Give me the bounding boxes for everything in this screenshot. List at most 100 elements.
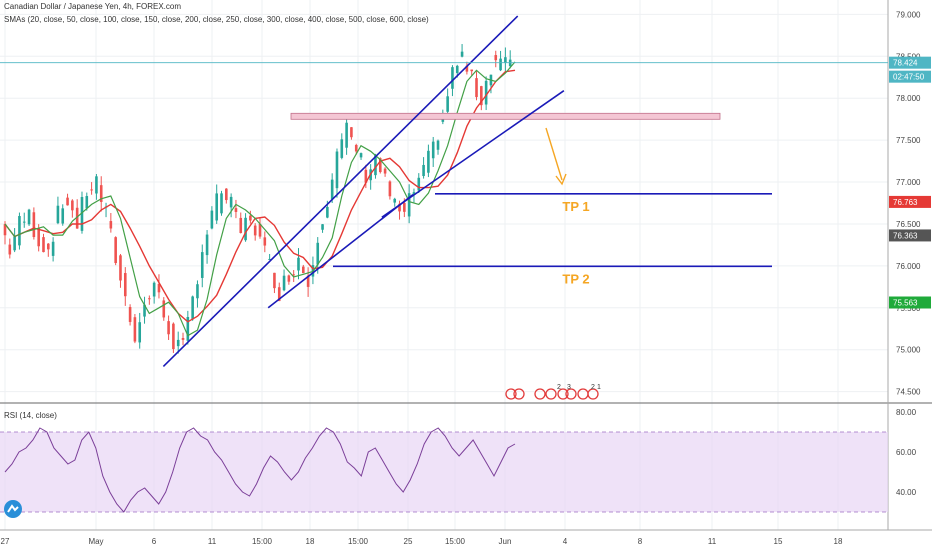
candle-body: [407, 193, 411, 217]
candle-body: [451, 67, 454, 89]
tradingview-logo-icon[interactable]: [4, 500, 22, 518]
x-tick-label: 6: [152, 537, 157, 546]
candle-body: [403, 202, 406, 212]
candle-body: [66, 197, 69, 206]
rsi-indicator-label[interactable]: RSI (14, close): [4, 411, 57, 420]
y-tick-label: 74.500: [896, 388, 921, 397]
rsi-tick-label: 80.00: [896, 408, 917, 417]
event-count: 1: [597, 384, 601, 391]
candle-body: [244, 217, 247, 241]
trendline: [162, 15, 519, 368]
candle-body: [61, 208, 65, 224]
candle-body: [109, 221, 113, 229]
x-tick-label: May: [88, 537, 103, 546]
candle-body: [494, 55, 498, 61]
candle-body: [393, 198, 397, 203]
x-tick-label: 15:00: [252, 537, 273, 546]
price-badge-label: 76.763: [893, 198, 918, 207]
candle-body: [345, 122, 348, 148]
price-badge-label: 78.424: [893, 59, 918, 68]
candle-body: [85, 196, 89, 209]
tp-label: TP 2: [562, 271, 589, 286]
rsi-band: [0, 432, 888, 512]
candle-body: [51, 241, 55, 256]
sma-fast-line: [4, 61, 516, 337]
x-tick-label: 4: [563, 537, 568, 546]
candle-body: [383, 168, 387, 174]
candle-body: [32, 212, 36, 238]
tp-label: TP 1: [562, 199, 589, 214]
candle-body: [335, 151, 339, 189]
candle-body: [340, 139, 344, 158]
candle-body: [268, 258, 271, 260]
candle-body: [388, 181, 392, 197]
chart-title: Canadian Dollar / Japanese Yen, 4h, FORE…: [4, 2, 181, 11]
candle-body: [480, 86, 483, 106]
candle-body: [378, 158, 382, 173]
candle-body: [374, 154, 377, 176]
trendline: [267, 193, 414, 309]
candle-body: [287, 275, 291, 282]
candle-body: [258, 223, 262, 237]
event-count: 3: [567, 384, 571, 391]
candle-body: [95, 176, 98, 194]
candle-body: [282, 275, 286, 291]
candle-body: [75, 207, 79, 229]
candle-body: [196, 284, 199, 299]
candle-body: [350, 127, 353, 138]
candle-body: [465, 65, 469, 72]
candle-body: [321, 224, 324, 230]
candle-body: [8, 244, 12, 255]
candle-body: [176, 339, 180, 347]
price-badge-label: 76.363: [893, 231, 918, 240]
x-tick-label: Jun: [499, 537, 512, 546]
y-tick-label: 79.000: [896, 10, 921, 19]
candle-body: [455, 65, 459, 74]
candle-body: [27, 209, 31, 225]
sma-indicator-label[interactable]: SMAs (20, close, 50, close, 100, close, …: [4, 15, 429, 24]
candle-body: [470, 69, 473, 72]
x-tick-label: 27: [1, 537, 10, 546]
event-marker: [587, 388, 599, 400]
x-tick-label: 25: [404, 537, 413, 546]
candle-body: [119, 255, 122, 281]
sma-slow-line: [4, 69, 516, 323]
candle-body: [234, 208, 238, 212]
price-badge-label: 75.563: [893, 299, 918, 308]
candle-body: [210, 210, 214, 229]
x-tick-label: 15:00: [348, 537, 369, 546]
candle-body: [302, 266, 305, 274]
candle-body: [37, 228, 40, 247]
y-tick-label: 78.000: [896, 94, 921, 103]
candle-body: [99, 185, 103, 202]
candle-body: [326, 207, 329, 218]
candle-body: [229, 196, 233, 208]
candle-body: [162, 300, 166, 318]
candle-body: [412, 192, 416, 195]
candle-body: [186, 317, 190, 341]
candle-body: [263, 237, 267, 246]
candle-body: [80, 197, 84, 231]
x-tick-label: 18: [306, 537, 315, 546]
candle-body: [330, 179, 334, 200]
target-arrow: [545, 127, 563, 181]
candle-body: [220, 193, 223, 214]
candle-body: [181, 338, 185, 340]
event-marker: [557, 388, 569, 400]
candle-body: [13, 236, 16, 251]
event-marker: [545, 388, 557, 400]
candle-body: [273, 272, 276, 289]
event-count: 2: [591, 384, 595, 391]
event-count: 2: [557, 384, 561, 391]
candle-body: [114, 237, 117, 264]
candle-body: [157, 283, 161, 293]
price-badge: [889, 229, 931, 242]
event-marker: [577, 388, 589, 400]
y-tick-label: 76.000: [896, 262, 921, 271]
y-tick-label: 77.000: [896, 178, 921, 187]
candle-body: [123, 273, 127, 297]
candle-body: [354, 144, 358, 152]
x-tick-label: 15:00: [445, 537, 466, 546]
